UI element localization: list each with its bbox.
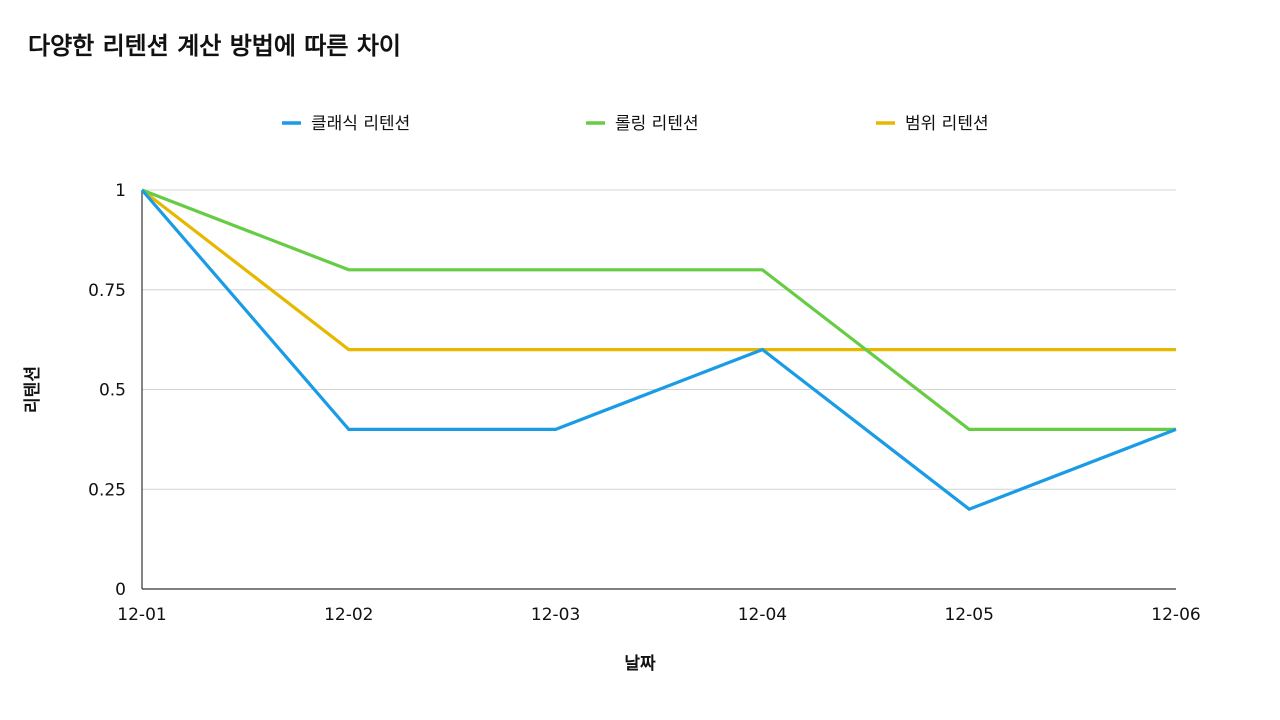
x-tick-label: 12-05 (944, 605, 993, 625)
series-layer (140, 188, 1177, 512)
legend-layer: 클래식 리텐션 롤링 리텐션 범위 리텐션 (282, 114, 989, 134)
x-tick-label: 12-01 (117, 605, 166, 625)
y-tick-label: 0 (115, 580, 126, 600)
chart-title: 다양한 리텐션 계산 방법에 따른 차이 (28, 32, 401, 60)
x-tick-label: 12-03 (531, 605, 580, 625)
series-line-1 (141, 188, 1176, 431)
y-tick-label: 0.25 (88, 480, 126, 500)
x-axis-title: 날짜 (624, 654, 656, 674)
x-tick-label: 12-02 (324, 605, 373, 625)
y-tick-label: 0.75 (88, 281, 126, 301)
series-line-2 (141, 188, 1176, 352)
y-tick-label: 0.5 (99, 381, 126, 401)
axis-layer: 0 0.25 0.5 0.75 1 12-01 12-02 12-03 12-04 12-05 12… (88, 181, 1201, 625)
y-axis-title: 리텐션 (23, 366, 43, 413)
x-tick-label: 12-04 (738, 605, 787, 625)
x-tick-label: 12-06 (1151, 605, 1200, 625)
legend-label-0: 클래식 리텐션 (311, 114, 410, 134)
legend-label-2: 범위 리텐션 (905, 114, 989, 134)
grid-layer (142, 189, 1176, 490)
y-tick-label: 1 (115, 181, 126, 201)
legend-label-1: 롤링 리텐션 (615, 114, 699, 134)
series-line-0 (140, 188, 1177, 512)
